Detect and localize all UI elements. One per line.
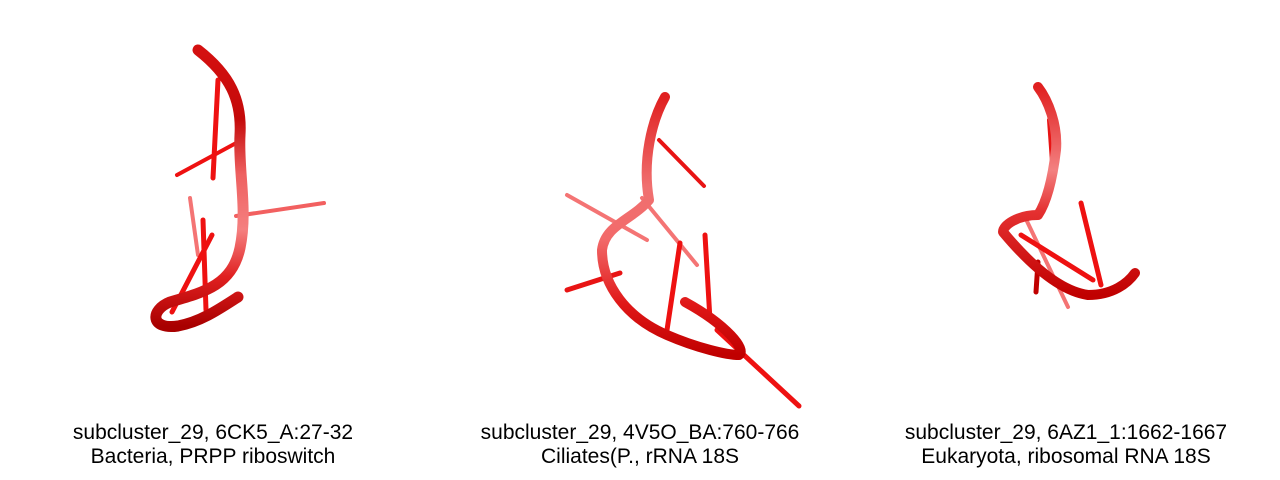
rna-backbone <box>150 44 249 332</box>
base-stick <box>210 77 221 181</box>
base-stick <box>565 193 649 242</box>
panel-caption: subcluster_29, 4V5O_BA:760-766 Ciliates(… <box>427 421 853 469</box>
base-stick <box>702 232 713 323</box>
base-stick <box>1018 232 1096 283</box>
base-stick <box>234 201 326 218</box>
panel-subtitle: Ciliates(P., rRNA 18S <box>540 445 740 468</box>
panel-title: subcluster_29, 6CK5_A:27-32 <box>72 421 354 444</box>
panel-subtitle: Eukaryota, ribosomal RNA 18S <box>921 445 1211 468</box>
panel-caption: subcluster_29, 6AZ1_1:1662-1667 Eukaryot… <box>853 421 1279 469</box>
base-stick <box>188 196 200 257</box>
panel-caption: subcluster_29, 6CK5_A:27-32 Bacteria, PR… <box>0 421 426 469</box>
base-stick <box>714 327 802 409</box>
base-stick <box>1022 213 1070 309</box>
structure-panel-1: subcluster_29, 6CK5_A:27-32 Bacteria, PR… <box>0 0 426 480</box>
nucleotide-sticks <box>169 77 326 315</box>
panel-title: subcluster_29, 4V5O_BA:760-766 <box>480 421 800 444</box>
base-stick <box>175 140 240 177</box>
base-stick <box>640 196 699 267</box>
base-stick <box>1078 200 1104 288</box>
base-stick <box>664 240 683 333</box>
panel-subtitle: Bacteria, PRPP riboswitch <box>90 445 336 468</box>
base-stick <box>657 138 706 188</box>
rna-structure-6ck5 <box>150 44 326 332</box>
rna-structure-6az1 <box>998 82 1140 309</box>
structure-panel-3: subcluster_29, 6AZ1_1:1662-1667 Eukaryot… <box>853 0 1279 480</box>
rna-backbone <box>597 92 746 360</box>
rna-structure-4v5o <box>564 92 802 409</box>
structure-panel-2: subcluster_29, 4V5O_BA:760-766 Ciliates(… <box>427 0 853 480</box>
rna-backbone <box>998 82 1140 300</box>
panel-title: subcluster_29, 6AZ1_1:1662-1667 <box>904 421 1228 444</box>
